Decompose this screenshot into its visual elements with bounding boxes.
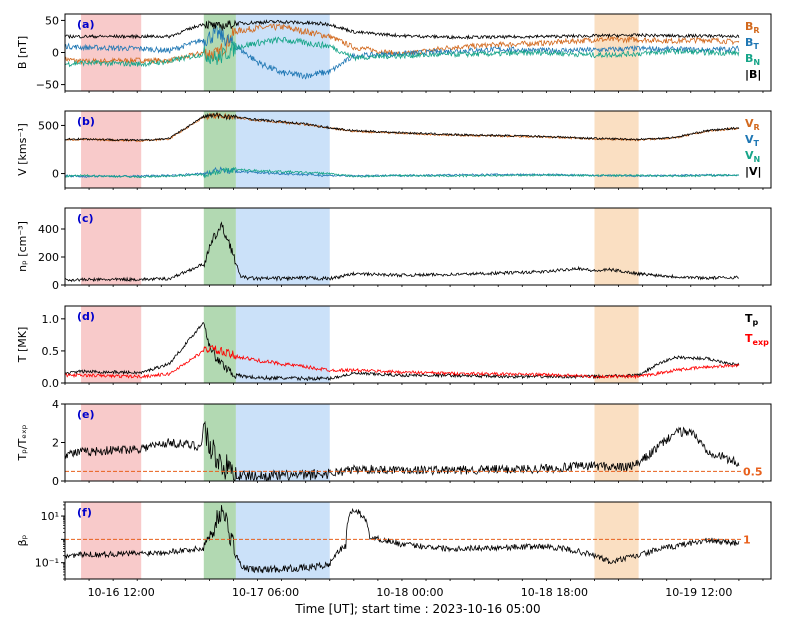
axes-frame bbox=[64, 207, 772, 286]
shade-red bbox=[81, 208, 142, 285]
y-axis-label: Tₚ/Tₑₓₚ bbox=[16, 424, 29, 461]
y-tick-label: 0 bbox=[52, 475, 59, 488]
shade-blue bbox=[235, 306, 330, 383]
y-tick-label: 4 bbox=[52, 398, 59, 411]
axes-frame bbox=[64, 501, 772, 580]
shade-blue bbox=[235, 208, 330, 285]
x-tick-label: 10-17 06:00 bbox=[232, 586, 299, 599]
legend-BR: BR bbox=[745, 20, 760, 35]
panel-label: (d) bbox=[77, 310, 95, 323]
panel-label: (a) bbox=[77, 18, 94, 31]
y-tick-label: 1.0 bbox=[42, 313, 60, 326]
reference-line-label: 0.5 bbox=[743, 465, 763, 478]
y-tick-label: 500 bbox=[38, 119, 59, 132]
shade-red bbox=[81, 14, 142, 91]
y-tick-label: 2 bbox=[52, 437, 59, 450]
legend-BN: BN bbox=[745, 52, 760, 67]
y-tick-label: 0.5 bbox=[42, 345, 60, 358]
panel-label: (f) bbox=[77, 506, 92, 519]
legend-VN: VN bbox=[745, 149, 760, 164]
y-tick-label: 0 bbox=[52, 168, 59, 181]
y-tick-label: 10¹ bbox=[41, 510, 59, 523]
shade-blue bbox=[235, 404, 330, 481]
y-tick-label: 200 bbox=[38, 251, 59, 264]
shade-red bbox=[81, 502, 142, 579]
axes-frame bbox=[64, 110, 772, 189]
y-tick-label: 50 bbox=[45, 14, 59, 27]
series-VN-line bbox=[65, 166, 740, 179]
y-tick-label: 10⁻¹ bbox=[35, 557, 59, 570]
y-axis-label: V [kms⁻¹] bbox=[16, 123, 29, 176]
y-axis-label: βₚ bbox=[16, 534, 29, 546]
series-betap-line bbox=[65, 505, 740, 574]
panel-e: 0.5 0 2 4 Tₚ/Tₑₓₚ (e) bbox=[16, 398, 772, 488]
x-tick-label: 10-19 12:00 bbox=[665, 586, 732, 599]
legend-V: |V| bbox=[745, 165, 762, 178]
legend-Tp: Tp bbox=[745, 312, 759, 327]
shade-green bbox=[203, 111, 236, 188]
series-np-line bbox=[65, 221, 740, 283]
panel-label: (b) bbox=[77, 115, 95, 128]
shade-orange bbox=[594, 306, 639, 383]
shade-orange bbox=[594, 502, 639, 579]
shade-red bbox=[81, 111, 142, 188]
panel-label: (c) bbox=[77, 212, 94, 225]
panel-d: 0.0 0.5 1.0 T [MK] (d) Tp Texp bbox=[16, 305, 772, 390]
x-tick-label: 10-18 18:00 bbox=[521, 586, 588, 599]
panel-label: (e) bbox=[77, 408, 95, 421]
y-tick-label: −50 bbox=[36, 79, 59, 92]
y-axis-label: T [MK] bbox=[16, 327, 29, 364]
legend-VR: VR bbox=[745, 117, 760, 132]
series-BN-line bbox=[65, 36, 740, 68]
series-BT-line bbox=[65, 25, 740, 80]
shade-orange bbox=[594, 14, 639, 91]
shade-blue bbox=[235, 14, 330, 91]
y-axis-label: nₚ [cm⁻³] bbox=[16, 221, 29, 272]
y-tick-label: 0 bbox=[52, 279, 59, 292]
shade-red bbox=[81, 306, 142, 383]
series-Tp-line bbox=[65, 322, 740, 382]
y-tick-label: 0 bbox=[52, 47, 59, 60]
panel-c: 0 200 400 nₚ [cm⁻³] (c) bbox=[16, 207, 772, 292]
series-V-line bbox=[65, 111, 740, 142]
series-Texp-line bbox=[65, 344, 740, 380]
y-tick-label: 400 bbox=[38, 223, 59, 236]
panel-f: 1 10⁻¹ 10¹ βₚ (f) bbox=[16, 501, 772, 581]
x-axis-label: Time [UT]; start time : 2023-10-16 05:00 bbox=[294, 602, 540, 616]
axes-frame bbox=[64, 305, 772, 384]
y-axis-label: B [nT] bbox=[16, 36, 29, 69]
y-tick-label: 0.0 bbox=[42, 377, 60, 390]
reference-line-label: 1 bbox=[743, 533, 751, 546]
legend-B: |B| bbox=[745, 68, 761, 81]
legend-BT: BT bbox=[745, 36, 759, 51]
shade-red bbox=[81, 404, 142, 481]
shade-blue bbox=[235, 502, 330, 579]
x-tick-label: 10-18 00:00 bbox=[376, 586, 443, 599]
legend-Texp: Texp bbox=[745, 332, 769, 347]
legend-VT: VT bbox=[745, 133, 760, 148]
series-B-line bbox=[65, 19, 740, 41]
x-tick-label: 10-16 12:00 bbox=[88, 586, 155, 599]
